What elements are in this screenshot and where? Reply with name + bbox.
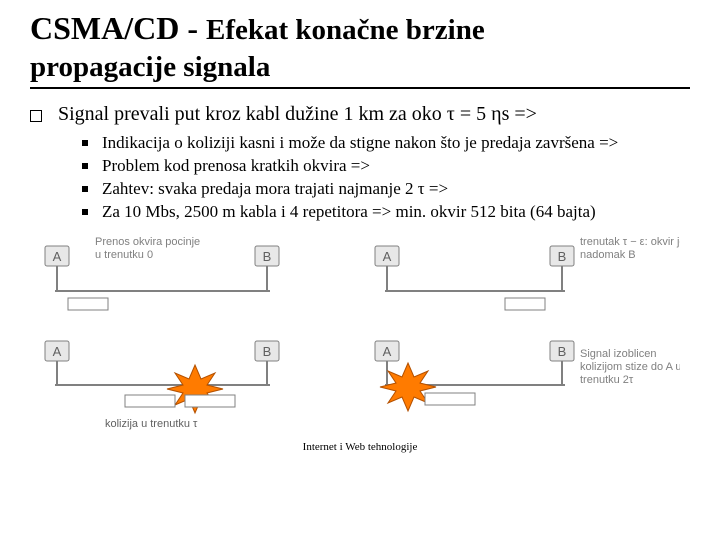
node-label-a: A	[53, 344, 62, 359]
panel2-caption2: nadomak B	[580, 249, 636, 261]
node-label-a: A	[383, 249, 392, 264]
panel4-caption2: kolizijom stize do A u	[580, 361, 680, 373]
bullet-fill-icon	[82, 186, 88, 192]
diagram-panel-2: A B trenutak τ − ε: okvir je nadomak B	[370, 231, 680, 331]
bullet-open-icon	[30, 110, 42, 122]
panel2-caption1: trenutak τ − ε: okvir je	[580, 236, 680, 248]
node-label-b: B	[263, 249, 272, 264]
item-text: Indikacija o koliziji kasni i može da st…	[102, 132, 618, 153]
item-text: Za 10 Mbs, 2500 m kabla i 4 repetitora =…	[102, 201, 596, 222]
node-label-b: B	[558, 249, 567, 264]
bullet-fill-icon	[82, 140, 88, 146]
bullet-fill-icon	[82, 209, 88, 215]
panel1-caption1: Prenos okvira pocinje	[95, 236, 200, 248]
diagram-panel-4: A B Signal izoblicen kolizijom stize do …	[370, 335, 680, 435]
list-item: Problem kod prenosa kratkih okvira =>	[82, 155, 690, 176]
diagram-panel-3: A B kolizija u trenutku τ	[40, 335, 350, 435]
main-bullet: Signal prevali put kroz kabl dužine 1 km…	[30, 103, 690, 126]
item-text: Zahtev: svaka predaja mora trajati najma…	[102, 178, 448, 199]
slide-title: CSMA/CD - Efekat konačne brzine propagac…	[30, 10, 690, 89]
main-point-text: Signal prevali put kroz kabl dužine 1 km…	[58, 103, 537, 126]
footer-text: Internet i Web tehnologije	[30, 441, 690, 453]
panel3-caption: kolizija u trenutku τ	[105, 418, 198, 430]
item-text: Problem kod prenosa kratkih okvira =>	[102, 155, 370, 176]
bullet-fill-icon	[82, 163, 88, 169]
sublist: Indikacija o koliziji kasni i može da st…	[82, 132, 690, 223]
diagram-panel-1: A B Prenos okvira pocinje u trenutku 0	[40, 231, 350, 331]
title-sub1: Efekat konačne brzine	[206, 14, 485, 46]
title-sub2: propagacije signala	[30, 51, 270, 83]
panel4-caption1: Signal izoblicen	[580, 348, 656, 360]
panel1-caption2: u trenutku 0	[95, 249, 153, 261]
panel4-caption3: trenutku 2τ	[580, 374, 634, 386]
title-main: CSMA/CD -	[30, 10, 206, 46]
node-label-a: A	[53, 249, 62, 264]
diagram-area: A B Prenos okvira pocinje u trenutku 0 A…	[30, 231, 690, 439]
list-item: Zahtev: svaka predaja mora trajati najma…	[82, 178, 690, 199]
list-item: Za 10 Mbs, 2500 m kabla i 4 repetitora =…	[82, 201, 690, 222]
node-label-a: A	[383, 344, 392, 359]
node-label-b: B	[558, 344, 567, 359]
node-label-b: B	[263, 344, 272, 359]
list-item: Indikacija o koliziji kasni i može da st…	[82, 132, 690, 153]
